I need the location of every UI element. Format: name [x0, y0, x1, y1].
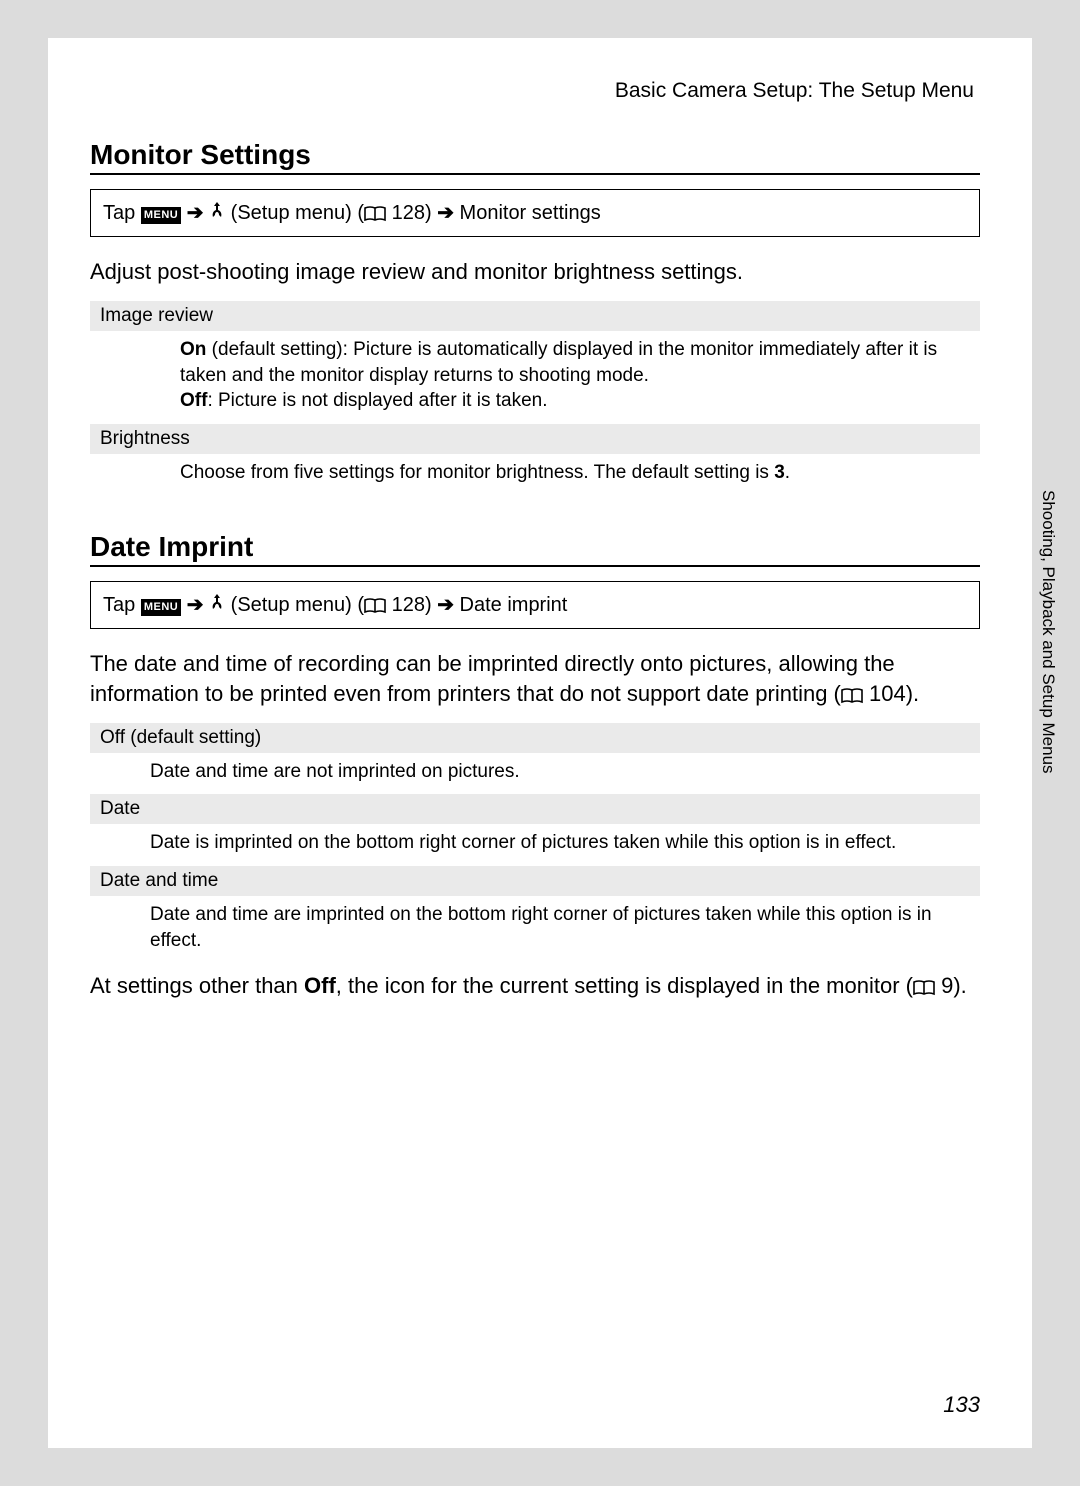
nav-text: (Setup menu) (	[231, 202, 364, 224]
running-head: Basic Camera Setup: The Setup Menu	[90, 78, 980, 103]
table-row: Date	[90, 794, 980, 824]
setting-label: Date and time	[90, 866, 980, 896]
table-row: Date is imprinted on the bottom right co…	[90, 824, 980, 866]
bold-text: Off	[180, 390, 207, 411]
bold-text: Off	[304, 973, 336, 998]
bold-text: On	[180, 339, 206, 360]
setting-label: Off (default setting)	[90, 723, 980, 753]
side-label-text: Shooting, Playback and Setup Menus	[1038, 490, 1058, 774]
section-title-date: Date Imprint	[90, 531, 980, 567]
setting-description: Date and time are imprinted on the botto…	[90, 896, 980, 963]
book-icon	[841, 688, 863, 704]
arrow-icon: ➔	[437, 594, 459, 616]
plain-text: 104).	[863, 681, 919, 706]
menu-icon: MENU	[141, 599, 181, 616]
side-tab	[1042, 855, 1080, 947]
book-icon	[364, 206, 386, 222]
table-row: Off (default setting)	[90, 723, 980, 753]
table-row: Brightness	[90, 424, 980, 454]
footer-note: At settings other than Off, the icon for…	[90, 971, 980, 1001]
nav-path-monitor: Tap MENU ➔ (Setup menu) ( 128) ➔ Monitor…	[90, 189, 980, 237]
setting-label: Image review	[90, 301, 980, 331]
plain-text: , the icon for the current setting is di…	[336, 973, 913, 998]
arrow-icon: ➔	[187, 202, 209, 224]
plain-text: (default setting): Picture is automatica…	[180, 339, 937, 386]
nav-text: Tap	[103, 594, 141, 616]
arrow-icon: ➔	[437, 202, 459, 224]
plain-text: At settings other than	[90, 973, 304, 998]
nav-text: (Setup menu) (	[231, 594, 364, 616]
section-date-imprint: Date Imprint Tap MENU ➔ (Setup menu) ( 1…	[90, 531, 980, 1001]
nav-text: 128)	[386, 594, 437, 616]
section-intro: The date and time of recording can be im…	[90, 649, 980, 708]
table-row: Date and time are imprinted on the botto…	[90, 896, 980, 963]
table-row: Date and time are not imprinted on pictu…	[90, 753, 980, 795]
book-icon	[913, 980, 935, 996]
wrench-icon	[209, 594, 225, 614]
nav-text: 128)	[386, 202, 437, 224]
nav-path-date: Tap MENU ➔ (Setup menu) ( 128) ➔ Date im…	[90, 581, 980, 629]
settings-table-date: Off (default setting) Date and time are …	[90, 723, 980, 964]
section-title-monitor: Monitor Settings	[90, 139, 980, 175]
page-number: 133	[943, 1392, 980, 1418]
table-row: Choose from five settings for monitor br…	[90, 454, 980, 496]
setting-label: Date	[90, 794, 980, 824]
plain-text: 9).	[935, 973, 967, 998]
arrow-icon: ➔	[187, 594, 209, 616]
manual-page: Basic Camera Setup: The Setup Menu Monit…	[48, 38, 1032, 1448]
table-row: Image review	[90, 301, 980, 331]
setting-description: Choose from five settings for monitor br…	[90, 454, 980, 496]
book-icon	[364, 598, 386, 614]
setting-label: Brightness	[90, 424, 980, 454]
plain-text: : Picture is not displayed after it is t…	[207, 390, 547, 411]
wrench-icon	[209, 202, 225, 222]
section-intro: Adjust post-shooting image review and mo…	[90, 257, 980, 287]
plain-text: .	[785, 462, 790, 483]
setting-description: On (default setting): Picture is automat…	[90, 331, 980, 424]
side-section-label: Shooting, Playback and Setup Menus	[1036, 490, 1070, 890]
setting-description: Date is imprinted on the bottom right co…	[90, 824, 980, 866]
nav-text: Date imprint	[460, 594, 568, 616]
nav-text: Monitor settings	[460, 202, 601, 224]
setting-description: Date and time are not imprinted on pictu…	[90, 753, 980, 795]
table-row: On (default setting): Picture is automat…	[90, 331, 980, 424]
menu-icon: MENU	[141, 207, 181, 224]
table-row: Date and time	[90, 866, 980, 896]
nav-text: Tap	[103, 202, 141, 224]
settings-table-monitor: Image review On (default setting): Pictu…	[90, 301, 980, 496]
bold-text: 3	[774, 462, 785, 483]
plain-text: Choose from five settings for monitor br…	[180, 462, 774, 483]
plain-text: The date and time of recording can be im…	[90, 651, 895, 706]
